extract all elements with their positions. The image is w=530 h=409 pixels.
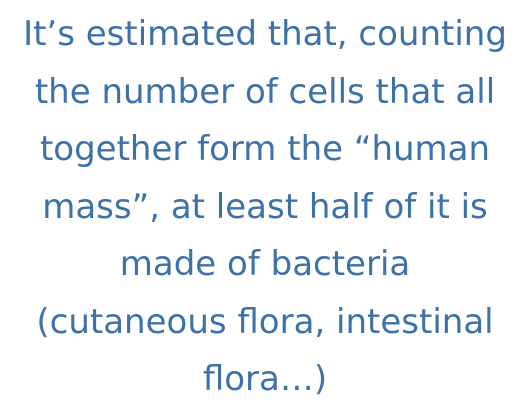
quote-line: flora…) — [202, 359, 328, 399]
quote-line: mass”, at least half of it is — [42, 186, 488, 227]
quote-line: together form the “human — [39, 129, 491, 169]
quote-text: It’s estimated that, counting the number… — [0, 6, 530, 409]
quote-line: It’s estimated that, counting — [23, 14, 507, 54]
quote-line: made of bacteria — [119, 244, 411, 284]
quote-line: the number of cells that all — [34, 71, 496, 112]
quote-line: (cutaneous flora, intestinal — [36, 301, 494, 342]
